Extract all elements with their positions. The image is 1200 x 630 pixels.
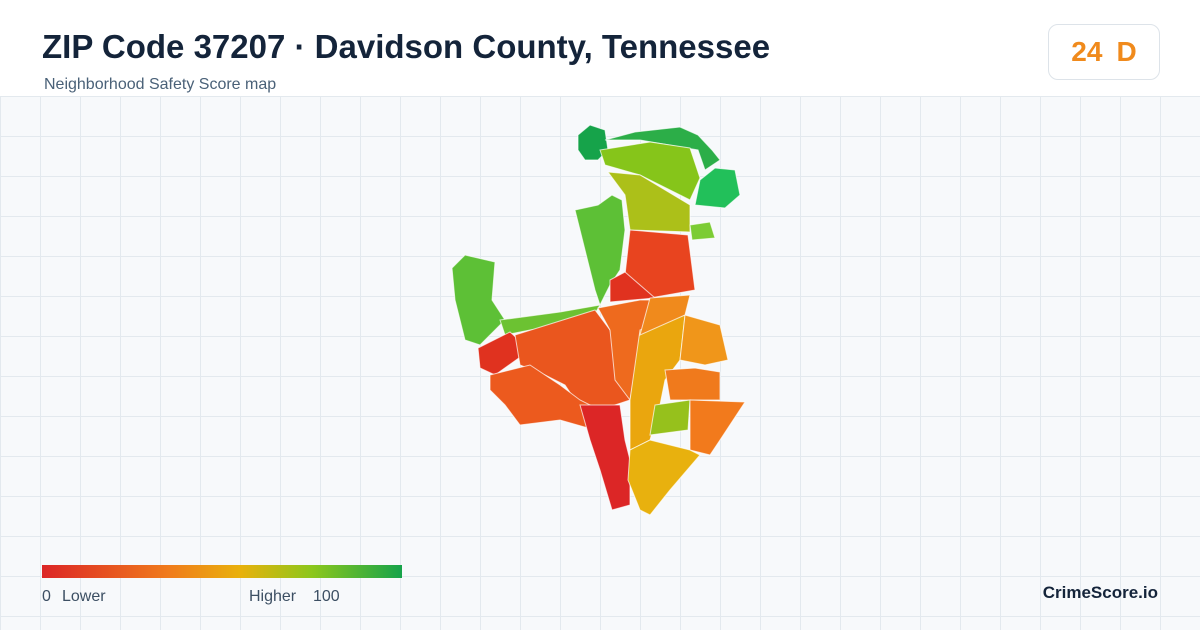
legend-max: 100 <box>313 588 340 605</box>
brand: CrimeScore.io <box>1042 583 1158 602</box>
grade: D <box>1116 36 1137 67</box>
area <box>579 404 631 511</box>
legend-gradient <box>42 565 402 578</box>
area <box>624 229 696 299</box>
header: ZIP Code 37207 · Davidson County, Tennes… <box>0 0 1200 97</box>
area <box>649 399 691 436</box>
area <box>606 171 691 233</box>
legend-min: 0 <box>42 588 51 605</box>
score: 24 <box>1071 36 1103 67</box>
area <box>689 221 716 241</box>
area <box>679 314 729 366</box>
area <box>451 254 506 346</box>
area <box>689 399 746 456</box>
subtitle: Neighborhood Safety Score map <box>44 76 277 93</box>
area <box>694 167 741 209</box>
area <box>599 141 701 201</box>
title: ZIP Code 37207 · Davidson County, Tennes… <box>42 28 771 65</box>
legend-max-label: Higher <box>249 588 297 605</box>
score-badge: 24 D <box>1048 24 1160 80</box>
area <box>664 367 721 401</box>
area <box>639 294 691 336</box>
legend-min-label: Lower <box>62 588 106 605</box>
area <box>627 439 701 516</box>
area <box>574 194 626 307</box>
